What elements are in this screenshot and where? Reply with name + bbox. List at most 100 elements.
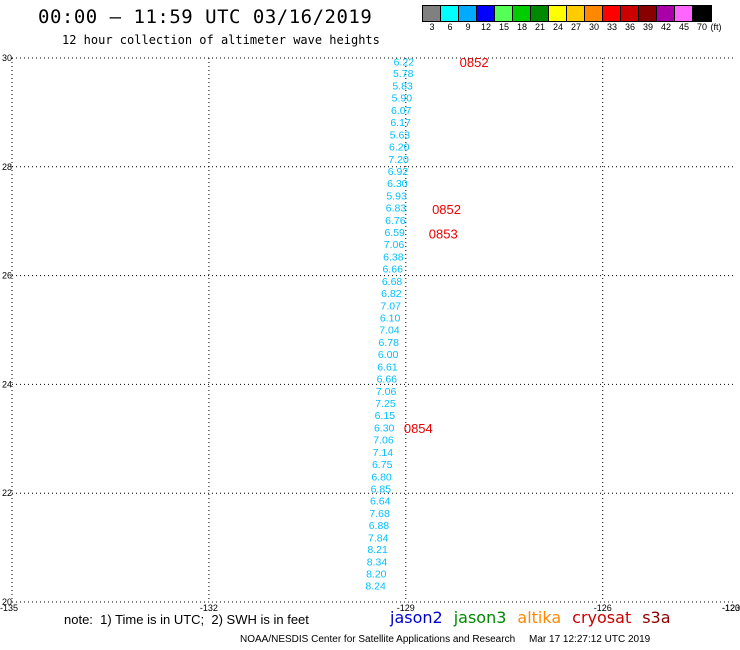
legend-swatch [639, 6, 657, 21]
legend-swatch [513, 6, 531, 21]
time-stamp: 0852 [432, 202, 461, 217]
wave-height-value: 6.10 [380, 312, 401, 324]
lat-tick-label: 30 [2, 53, 12, 63]
wave-height-value: 6.22 [394, 56, 415, 68]
wave-height-value: 6.30 [387, 178, 408, 190]
wave-height-value: 6.75 [372, 459, 393, 471]
legend-label: 21 [534, 22, 546, 32]
time-stamp: 0854 [404, 421, 433, 436]
legend-swatch [675, 6, 693, 21]
lon-tick-label: -135 [0, 603, 18, 613]
satellite-name: jason2 [390, 608, 443, 627]
wave-height-value: 6.82 [381, 288, 402, 300]
legend-label: 36 [624, 22, 636, 32]
legend-swatch [621, 6, 639, 21]
wave-height-value: 5.93 [386, 191, 407, 203]
wave-height-value: 6.07 [391, 105, 412, 117]
wave-height-value: 7.07 [381, 301, 402, 313]
wave-height-value: 6.64 [370, 495, 391, 507]
wave-height-color-legend [422, 5, 712, 22]
wave-height-value: 7.25 [375, 398, 396, 410]
legend-labels: 3 6 9 12 15 18 21 24 27 30 33 36 39 42 45 70 (ft) [422, 22, 732, 34]
legend-unit: (ft) [710, 22, 722, 32]
legend-swatch [477, 6, 495, 21]
legend-swatch [495, 6, 513, 21]
legend-label: 12 [480, 22, 492, 32]
satellite-name: altika [517, 608, 562, 627]
legend-swatch [585, 6, 603, 21]
legend-swatch [549, 6, 567, 21]
graticule [11, 57, 734, 603]
wave-height-value: 5.90 [392, 93, 413, 105]
wave-height-value: 6.17 [390, 117, 411, 129]
wave-height-value: 7.04 [379, 324, 400, 336]
legend-label: 45 [678, 22, 690, 32]
wave-height-value: 6.66 [382, 264, 403, 276]
legend-swatch [423, 6, 441, 21]
wave-height-value: 8.34 [367, 557, 388, 569]
lat-tick-label: 22 [2, 488, 12, 498]
wave-height-value: 6.85 [371, 483, 392, 495]
credit-line: NOAA/NESDIS Center for Satellite Applica… [240, 634, 651, 645]
wave-height-value: 6.68 [382, 276, 403, 288]
legend-label: 24 [552, 22, 564, 32]
lat-tick-label: 28 [2, 162, 12, 172]
wave-height-value: 6.20 [389, 142, 410, 154]
wave-height-value: 6.30 [374, 422, 395, 434]
legend-label: 39 [642, 22, 654, 32]
lat-tick-label: 24 [2, 379, 12, 389]
map-subtitle: 12 hour collection of altimeter wave hei… [62, 33, 380, 47]
wave-height-value: 7.06 [373, 434, 394, 446]
legend-label: 30 [588, 22, 600, 32]
axis-labels: 20 22 24 26 28 30 -135 -132 -129 -126 -123-120 [0, 53, 740, 613]
time-stamps: 0852 0852 0853 0854 [404, 55, 489, 436]
map-title: 00:00 – 11:59 UTC 03/16/2019 [38, 6, 373, 28]
legend-swatch [441, 6, 459, 21]
footer-note: note: 1) Time is in UTC; 2) SWH is in fe… [64, 612, 309, 627]
legend-label: 6 [447, 22, 453, 32]
lon-tick-label: -123 [722, 603, 740, 613]
satellite-name: cryosat [572, 608, 632, 627]
lon-tick-label: -120 [722, 603, 740, 613]
wave-height-value: 7.84 [368, 532, 389, 544]
wave-height-value: 6.66 [377, 373, 398, 385]
wave-height-value: 6.80 [371, 471, 392, 483]
lon-tick-label: -132 [200, 603, 218, 613]
time-stamp: 0853 [429, 227, 458, 242]
wave-height-value: 8.20 [366, 569, 387, 581]
wave-height-value: 5.63 [390, 130, 411, 142]
wave-height-value: 6.76 [385, 215, 406, 227]
wave-height-value: 7.20 [388, 154, 409, 166]
wave-height-value: 5.83 [392, 81, 413, 93]
wave-height-value: 7.68 [369, 508, 390, 520]
legend-swatch [567, 6, 585, 21]
wave-height-value: 7.14 [373, 447, 394, 459]
wave-height-value: 7.06 [384, 239, 405, 251]
wave-height-value: 8.21 [367, 544, 388, 556]
wave-height-value: 6.15 [375, 410, 396, 422]
wave-height-value: 5.78 [393, 68, 414, 80]
legend-swatch [531, 6, 549, 21]
legend-swatch [657, 6, 675, 21]
legend-swatch [459, 6, 477, 21]
wave-height-value: 6.88 [369, 520, 390, 532]
wave-height-value: 8.24 [365, 581, 386, 593]
satellite-name: s3a [642, 608, 671, 627]
legend-swatch [693, 6, 711, 21]
legend-label: 33 [606, 22, 618, 32]
wave-height-value: 6.61 [377, 361, 398, 373]
wave-height-value: 6.92 [388, 166, 409, 178]
legend-label: 27 [570, 22, 582, 32]
lat-tick-label: 20 [2, 597, 12, 607]
wave-height-value: 6.00 [378, 349, 399, 361]
legend-label: 9 [465, 22, 471, 32]
lon-tick-label: -126 [594, 603, 612, 613]
satellite-legend: jason2 jason3 altika cryosat s3a [390, 608, 671, 627]
legend-label: 3 [429, 22, 435, 32]
wave-height-value: 6.59 [384, 227, 405, 239]
legend-label: 42 [660, 22, 672, 32]
lat-tick-label: 26 [2, 271, 12, 281]
legend-label: 15 [498, 22, 510, 32]
legend-label: 70 [696, 22, 708, 32]
